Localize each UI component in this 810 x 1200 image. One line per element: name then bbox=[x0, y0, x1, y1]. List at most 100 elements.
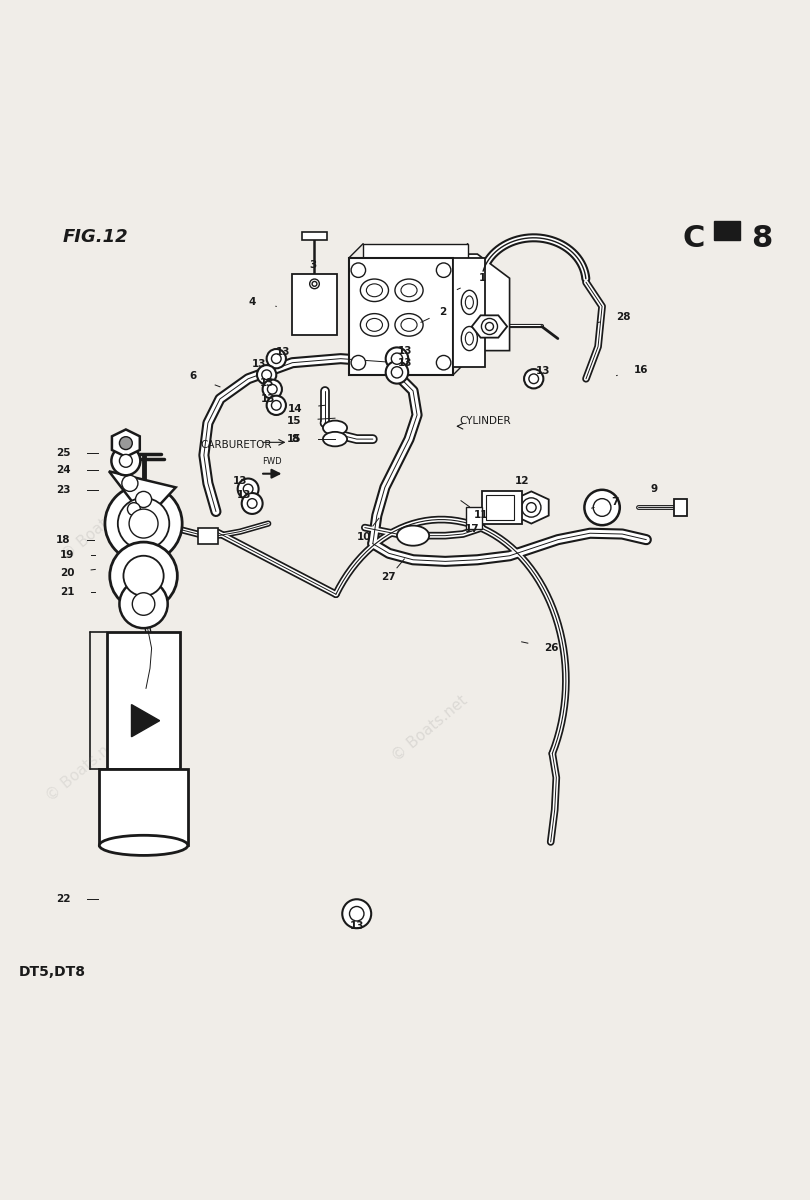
Circle shape bbox=[237, 479, 258, 499]
Text: 15: 15 bbox=[287, 415, 301, 426]
Text: 8: 8 bbox=[751, 223, 772, 252]
Circle shape bbox=[271, 401, 281, 410]
Ellipse shape bbox=[100, 835, 188, 856]
Ellipse shape bbox=[323, 432, 347, 446]
Text: 13: 13 bbox=[398, 346, 412, 355]
Circle shape bbox=[112, 446, 140, 475]
Circle shape bbox=[266, 396, 286, 415]
Circle shape bbox=[257, 365, 276, 384]
Circle shape bbox=[119, 455, 132, 467]
Circle shape bbox=[266, 349, 286, 368]
Text: 19: 19 bbox=[60, 550, 75, 560]
Circle shape bbox=[437, 263, 451, 277]
FancyBboxPatch shape bbox=[714, 221, 740, 240]
Ellipse shape bbox=[366, 318, 382, 331]
Circle shape bbox=[243, 484, 253, 494]
Circle shape bbox=[262, 379, 282, 398]
Text: 13: 13 bbox=[261, 394, 275, 404]
Text: 18: 18 bbox=[56, 535, 70, 546]
Bar bbox=[363, 244, 467, 360]
Circle shape bbox=[267, 384, 277, 394]
Text: 13: 13 bbox=[349, 920, 364, 931]
Circle shape bbox=[127, 503, 140, 516]
Text: 17: 17 bbox=[465, 524, 480, 534]
Circle shape bbox=[119, 437, 132, 450]
Text: 28: 28 bbox=[616, 312, 631, 322]
Text: 4: 4 bbox=[249, 296, 256, 306]
Text: © Boats.net: © Boats.net bbox=[59, 491, 140, 563]
Text: 13: 13 bbox=[232, 476, 247, 486]
Circle shape bbox=[110, 542, 177, 610]
Text: CARBURETOR: CARBURETOR bbox=[200, 439, 272, 450]
Bar bbox=[482, 492, 522, 523]
Bar bbox=[675, 499, 687, 516]
Polygon shape bbox=[471, 316, 507, 337]
Ellipse shape bbox=[401, 318, 417, 331]
Bar bbox=[292, 275, 337, 335]
Text: 11: 11 bbox=[473, 510, 488, 520]
Bar bbox=[454, 258, 485, 367]
Text: 23: 23 bbox=[56, 485, 70, 494]
Text: 22: 22 bbox=[56, 894, 70, 905]
Polygon shape bbox=[109, 472, 176, 520]
Bar bbox=[466, 506, 482, 529]
Text: © Boats.net: © Boats.net bbox=[389, 692, 470, 764]
Circle shape bbox=[524, 370, 544, 389]
Circle shape bbox=[312, 282, 317, 287]
Circle shape bbox=[309, 280, 319, 289]
Ellipse shape bbox=[395, 313, 423, 336]
Polygon shape bbox=[112, 430, 140, 457]
Circle shape bbox=[386, 348, 408, 370]
Bar bbox=[108, 632, 180, 769]
Circle shape bbox=[522, 498, 541, 517]
Text: © Boats.net: © Boats.net bbox=[43, 733, 124, 804]
Ellipse shape bbox=[401, 284, 417, 296]
Circle shape bbox=[437, 355, 451, 370]
Circle shape bbox=[343, 899, 371, 929]
Bar bbox=[198, 528, 219, 544]
Ellipse shape bbox=[360, 313, 389, 336]
Bar bbox=[302, 233, 326, 240]
Circle shape bbox=[349, 906, 364, 920]
Text: 7: 7 bbox=[612, 497, 619, 506]
Circle shape bbox=[386, 361, 408, 384]
Circle shape bbox=[391, 367, 403, 378]
Text: 6: 6 bbox=[189, 371, 196, 382]
Text: 13: 13 bbox=[252, 359, 266, 370]
Text: 13: 13 bbox=[237, 491, 251, 500]
Circle shape bbox=[391, 353, 403, 365]
Circle shape bbox=[481, 318, 497, 335]
Circle shape bbox=[117, 498, 169, 550]
Text: 15: 15 bbox=[287, 434, 301, 444]
Circle shape bbox=[351, 355, 365, 370]
Text: 27: 27 bbox=[382, 572, 396, 582]
Text: DT5,DT8: DT5,DT8 bbox=[19, 965, 86, 979]
Text: FWD: FWD bbox=[262, 457, 282, 466]
Text: 13: 13 bbox=[536, 366, 551, 376]
Bar bbox=[348, 258, 454, 374]
Circle shape bbox=[262, 370, 271, 379]
Text: C: C bbox=[683, 223, 705, 252]
Ellipse shape bbox=[397, 526, 429, 546]
Ellipse shape bbox=[323, 421, 347, 436]
Ellipse shape bbox=[465, 296, 473, 308]
Polygon shape bbox=[131, 704, 160, 737]
Text: 13: 13 bbox=[259, 378, 274, 388]
Circle shape bbox=[271, 354, 281, 364]
Text: 13: 13 bbox=[398, 359, 412, 368]
Text: 21: 21 bbox=[60, 587, 75, 596]
Text: CYLINDER: CYLINDER bbox=[459, 416, 511, 426]
Circle shape bbox=[135, 491, 151, 508]
Text: 3: 3 bbox=[309, 260, 316, 270]
Circle shape bbox=[485, 323, 493, 330]
Circle shape bbox=[132, 593, 155, 616]
Ellipse shape bbox=[462, 290, 477, 314]
Text: 25: 25 bbox=[56, 448, 70, 457]
Ellipse shape bbox=[366, 284, 382, 296]
Text: 26: 26 bbox=[544, 643, 559, 653]
Text: 9: 9 bbox=[650, 484, 658, 494]
Circle shape bbox=[105, 485, 182, 562]
Text: 2: 2 bbox=[439, 307, 446, 317]
Ellipse shape bbox=[395, 280, 423, 301]
Circle shape bbox=[122, 475, 138, 491]
